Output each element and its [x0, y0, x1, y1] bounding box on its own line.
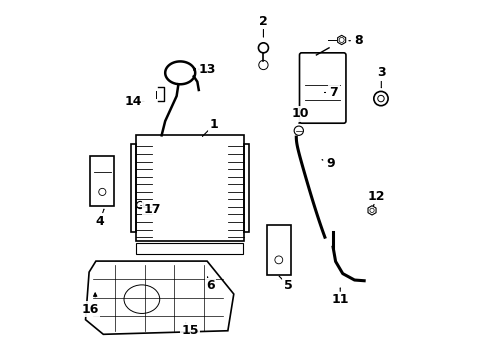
- Bar: [136, 243, 243, 254]
- Bar: [131, 144, 135, 232]
- Bar: [244, 144, 248, 232]
- Text: 14: 14: [125, 95, 142, 108]
- Text: 11: 11: [331, 293, 348, 306]
- FancyArrowPatch shape: [279, 276, 282, 279]
- Text: 5: 5: [283, 279, 292, 292]
- Text: 12: 12: [367, 190, 385, 203]
- Text: 13: 13: [198, 63, 215, 76]
- FancyArrowPatch shape: [102, 209, 104, 213]
- Text: 10: 10: [290, 107, 308, 120]
- Text: 3: 3: [376, 66, 385, 79]
- Bar: [266, 225, 290, 275]
- Text: 7: 7: [329, 86, 338, 99]
- Bar: [135, 135, 244, 241]
- Text: 1: 1: [209, 118, 218, 131]
- Text: 15: 15: [181, 324, 199, 337]
- Text: 9: 9: [325, 157, 334, 170]
- Text: 8: 8: [354, 34, 363, 47]
- Text: 16: 16: [81, 303, 99, 316]
- Bar: [90, 157, 114, 206]
- Text: 6: 6: [206, 279, 214, 292]
- Text: 2: 2: [259, 14, 267, 27]
- Text: 17: 17: [143, 203, 161, 216]
- FancyArrowPatch shape: [202, 131, 208, 136]
- Text: 4: 4: [95, 215, 104, 228]
